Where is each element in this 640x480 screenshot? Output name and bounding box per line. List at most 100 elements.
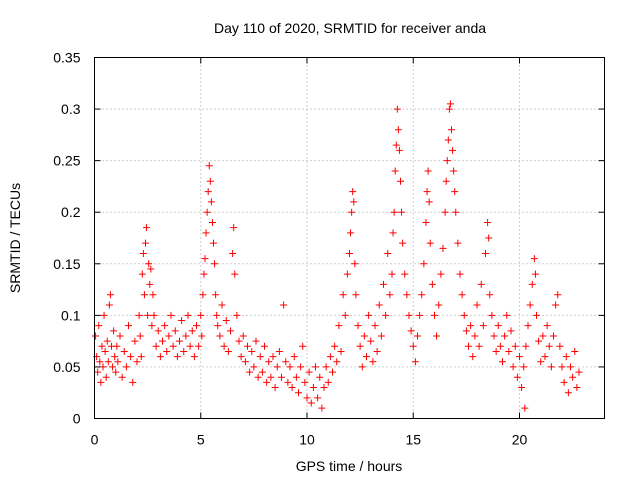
data-point <box>92 332 100 340</box>
data-point <box>450 167 458 175</box>
data-point <box>533 311 540 319</box>
data-point <box>125 322 132 330</box>
data-point <box>288 384 296 392</box>
data-point <box>127 353 135 361</box>
data-point <box>246 368 254 376</box>
data-point <box>377 332 385 340</box>
chart-title: Day 110 of 2020, SRMTID for receiver and… <box>214 20 486 36</box>
y-tick-label: 0 <box>73 411 81 427</box>
data-point <box>144 311 152 319</box>
data-point <box>499 358 506 366</box>
x-tick-label: 20 <box>512 432 528 448</box>
data-point <box>156 353 164 361</box>
data-point <box>110 327 118 335</box>
data-point <box>129 378 137 386</box>
data-point <box>148 322 156 330</box>
data-point <box>524 322 532 330</box>
data-point <box>208 219 216 227</box>
data-point <box>482 249 489 257</box>
data-point <box>149 291 157 299</box>
data-point <box>520 363 528 371</box>
data-point <box>422 219 430 227</box>
data-point <box>556 342 564 350</box>
data-point <box>112 368 120 376</box>
data-point <box>241 358 249 366</box>
data-point <box>358 363 366 371</box>
data-point <box>229 249 237 257</box>
data-point <box>539 332 547 340</box>
data-point <box>138 270 146 278</box>
data-point <box>516 353 523 361</box>
data-point <box>369 358 377 366</box>
data-point <box>326 353 334 361</box>
data-point <box>442 177 450 185</box>
data-point <box>329 368 336 376</box>
data-point <box>341 311 349 319</box>
data-point <box>98 342 106 350</box>
data-points <box>92 100 583 412</box>
data-point <box>339 291 347 299</box>
data-point <box>202 229 210 237</box>
y-tick-label: 0.1 <box>61 307 81 323</box>
data-point <box>206 177 214 185</box>
data-point <box>431 311 438 319</box>
data-point <box>220 342 228 350</box>
data-point <box>176 337 183 345</box>
data-point <box>354 322 362 330</box>
data-point <box>205 162 213 170</box>
data-point <box>528 280 536 288</box>
data-point <box>95 322 103 330</box>
data-point <box>545 342 553 350</box>
data-point <box>136 332 144 340</box>
data-point <box>333 358 341 366</box>
data-point <box>159 337 166 345</box>
data-point <box>435 301 443 309</box>
data-point <box>343 270 351 278</box>
data-point <box>263 378 271 386</box>
data-point <box>307 399 315 407</box>
data-point <box>104 358 112 366</box>
data-point <box>120 347 128 355</box>
data-point <box>105 301 113 309</box>
data-point <box>207 198 215 206</box>
data-point <box>458 291 466 299</box>
data-point <box>197 311 205 319</box>
y-tick-label: 0.3 <box>61 101 81 117</box>
data-point <box>350 198 358 206</box>
data-point <box>569 373 577 381</box>
data-point <box>324 378 332 386</box>
data-point <box>131 337 139 345</box>
data-point <box>216 332 224 340</box>
plot-frame <box>94 57 605 419</box>
data-point <box>486 291 494 299</box>
data-point <box>418 291 426 299</box>
data-point <box>462 327 470 335</box>
data-point <box>113 342 121 350</box>
data-point <box>479 322 487 330</box>
data-point <box>295 389 302 397</box>
data-point <box>537 358 545 366</box>
data-point <box>320 384 328 392</box>
data-point <box>314 394 322 402</box>
data-point <box>305 368 313 376</box>
data-point <box>143 224 151 232</box>
data-point <box>522 342 530 350</box>
data-point <box>318 404 326 412</box>
data-point <box>193 322 200 330</box>
data-point <box>99 363 107 371</box>
y-axis-label: SRMTID / TECUs <box>7 183 23 293</box>
data-point <box>496 342 504 350</box>
data-point <box>564 389 572 397</box>
data-point <box>558 363 566 371</box>
data-point <box>227 327 234 335</box>
data-point <box>231 270 239 278</box>
data-point <box>547 363 555 371</box>
data-point <box>218 301 226 309</box>
data-point <box>394 126 402 134</box>
data-point <box>165 332 173 340</box>
data-point <box>200 270 208 278</box>
data-point <box>521 404 529 412</box>
data-point <box>351 260 359 268</box>
data-point <box>352 291 360 299</box>
data-point <box>252 337 260 345</box>
